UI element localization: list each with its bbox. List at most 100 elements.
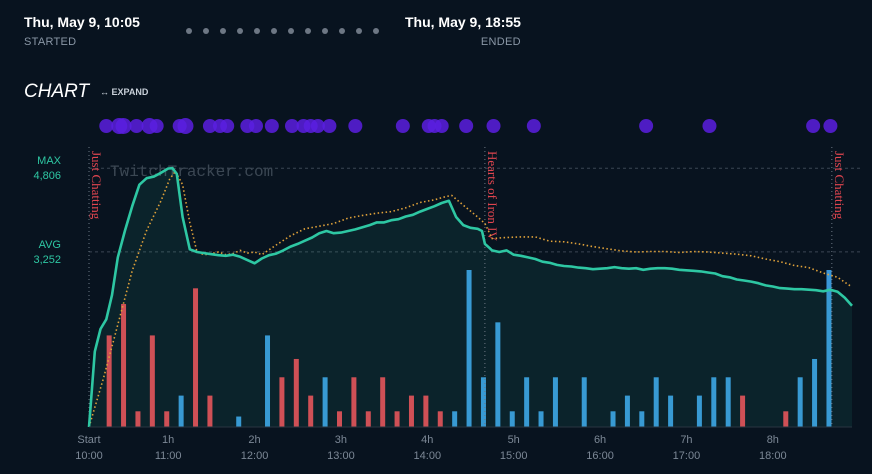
chat-activity-bar[interactable] xyxy=(408,395,414,427)
chat-activity-bar[interactable] xyxy=(783,411,789,427)
x-tick-label: Start xyxy=(77,434,100,446)
event-dot[interactable] xyxy=(99,119,114,133)
chat-activity-bar[interactable] xyxy=(653,377,659,427)
chat-activity-bar[interactable] xyxy=(351,377,357,427)
event-dot[interactable] xyxy=(806,119,821,133)
x-tick-label: 5h xyxy=(508,434,520,446)
chat-activity-bar[interactable] xyxy=(624,395,630,427)
pager-dot[interactable] xyxy=(203,28,209,34)
pager-dot[interactable] xyxy=(373,28,379,34)
event-dot[interactable] xyxy=(395,119,410,133)
chat-activity-bar[interactable] xyxy=(552,377,558,427)
event-dot[interactable] xyxy=(264,119,279,133)
event-dot[interactable] xyxy=(526,119,541,133)
event-dot[interactable] xyxy=(149,119,164,133)
x-tick-time: 16:00 xyxy=(586,450,614,462)
game-label[interactable]: Just Chatting xyxy=(89,151,104,220)
pager-dot[interactable] xyxy=(237,28,243,34)
game-label[interactable]: Hearts of Iron IV xyxy=(485,151,500,241)
chat-activity-bar[interactable] xyxy=(812,358,818,427)
x-tick-label: 3h xyxy=(335,434,347,446)
event-dot[interactable] xyxy=(322,119,337,133)
chat-activity-bar[interactable] xyxy=(437,411,443,427)
event-dot[interactable] xyxy=(459,119,474,133)
chat-activity-bar[interactable] xyxy=(524,377,530,427)
chat-activity-bar[interactable] xyxy=(322,377,328,427)
pager-dot[interactable] xyxy=(356,28,362,34)
chat-activity-bar[interactable] xyxy=(581,377,587,427)
viewers-line xyxy=(87,166,853,428)
chat-activity-bar[interactable] xyxy=(336,411,342,427)
chat-activity-bar[interactable] xyxy=(207,395,213,427)
chat-activity-bar[interactable] xyxy=(135,411,141,427)
stream-pager[interactable] xyxy=(186,28,379,34)
event-dot[interactable] xyxy=(177,118,194,134)
event-dot[interactable] xyxy=(202,119,217,133)
pager-dot[interactable] xyxy=(339,28,345,34)
event-dot[interactable] xyxy=(248,119,263,133)
chat-activity-bar[interactable] xyxy=(639,411,645,427)
chat-activity-bar[interactable] xyxy=(279,377,285,427)
chat-activity-bar[interactable] xyxy=(452,411,458,427)
event-dot[interactable] xyxy=(284,119,299,133)
chat-activity-bar[interactable] xyxy=(740,395,746,427)
event-dot[interactable] xyxy=(823,119,838,133)
chat-activity-bar[interactable] xyxy=(164,411,170,427)
chat-activity-bar[interactable] xyxy=(149,335,155,427)
chat-activity-bar[interactable] xyxy=(725,377,731,427)
chat-activity-bar[interactable] xyxy=(193,288,199,427)
end-info: Thu, May 9, 18:55 ENDED xyxy=(405,14,521,48)
chat-activity-bar[interactable] xyxy=(668,395,674,427)
pager-dot[interactable] xyxy=(254,28,260,34)
end-label: ENDED xyxy=(480,36,521,48)
viewers-area xyxy=(89,168,852,427)
chat-activity-bar[interactable] xyxy=(826,270,832,427)
chat-activity-bar[interactable] xyxy=(365,411,371,427)
event-dot[interactable] xyxy=(115,118,132,134)
expand-label: EXPAND xyxy=(111,87,149,97)
x-tick-label: 1h xyxy=(162,434,174,446)
start-label: STARTED xyxy=(24,36,77,48)
event-dot[interactable] xyxy=(129,119,144,133)
event-dot[interactable] xyxy=(639,119,654,133)
chat-activity-bar[interactable] xyxy=(236,416,242,427)
chat-activity-bar[interactable] xyxy=(308,395,314,427)
chat-activity-bar[interactable] xyxy=(293,358,299,427)
chat-activity-bar[interactable] xyxy=(380,377,386,427)
chat-activity-bar[interactable] xyxy=(696,395,702,427)
chat-activity-bar[interactable] xyxy=(265,335,271,427)
pager-dot[interactable] xyxy=(305,28,311,34)
chat-activity-bar[interactable] xyxy=(394,411,400,427)
pager-dot[interactable] xyxy=(288,28,294,34)
followers-dotted-line xyxy=(88,169,853,428)
event-dot[interactable] xyxy=(486,119,501,133)
chat-activity-bar[interactable] xyxy=(509,411,515,427)
event-dot[interactable] xyxy=(434,119,449,133)
chat-activity-bar[interactable] xyxy=(466,270,472,427)
pager-dot[interactable] xyxy=(322,28,328,34)
chat-activity-bar[interactable] xyxy=(480,377,486,427)
event-dot[interactable] xyxy=(348,119,363,133)
chat-activity-bar[interactable] xyxy=(121,304,127,427)
pager-dot[interactable] xyxy=(271,28,277,34)
chat-activity-bar[interactable] xyxy=(178,395,184,427)
chat-activity-bar[interactable] xyxy=(797,377,803,427)
chat-activity-bar[interactable] xyxy=(423,395,429,427)
expand-button[interactable]: ↔ EXPAND xyxy=(100,87,148,97)
event-dot[interactable] xyxy=(310,119,325,133)
chat-activity-bar[interactable] xyxy=(106,335,112,427)
x-tick-time: 18:00 xyxy=(759,450,787,462)
chat-activity-bar[interactable] xyxy=(495,322,501,427)
chat-activity-bar[interactable] xyxy=(538,411,544,427)
game-label[interactable]: Just Chatting xyxy=(832,151,847,220)
reference-value: 4,806 xyxy=(33,170,61,182)
chat-activity-bar[interactable] xyxy=(610,411,616,427)
pager-dot[interactable] xyxy=(220,28,226,34)
x-tick-label: 8h xyxy=(767,434,779,446)
x-tick-label: 2h xyxy=(248,434,260,446)
pager-dot[interactable] xyxy=(186,28,192,34)
chat-activity-bar[interactable] xyxy=(711,377,717,427)
event-dot[interactable] xyxy=(702,119,717,133)
event-dot[interactable] xyxy=(220,119,235,133)
